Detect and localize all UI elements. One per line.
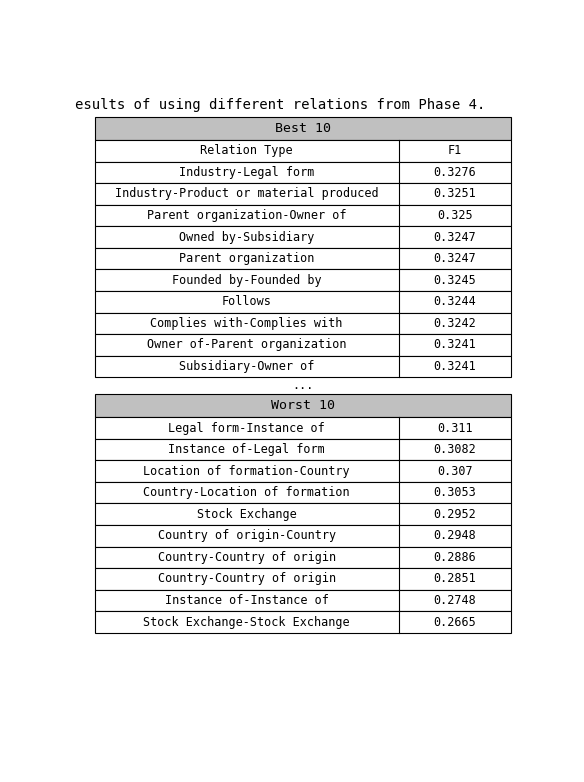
Text: 0.3053: 0.3053 — [433, 486, 476, 499]
Text: 0.3276: 0.3276 — [433, 166, 476, 179]
Bar — [95, 504, 511, 525]
Bar — [95, 140, 511, 162]
Bar — [95, 461, 511, 482]
Text: Complies with-Complies with: Complies with-Complies with — [151, 317, 343, 330]
Text: 0.3242: 0.3242 — [433, 317, 476, 330]
Text: Location of formation-Country: Location of formation-Country — [143, 465, 350, 478]
Text: 0.2948: 0.2948 — [433, 529, 476, 543]
Text: Industry-Legal form: Industry-Legal form — [179, 166, 314, 179]
Text: 0.2748: 0.2748 — [433, 594, 476, 607]
Bar — [95, 547, 511, 569]
Bar — [95, 612, 511, 633]
Text: 0.3247: 0.3247 — [433, 252, 476, 265]
Bar — [95, 291, 511, 313]
Text: Country of origin-Country: Country of origin-Country — [158, 529, 336, 543]
Bar — [95, 162, 511, 183]
Text: F1: F1 — [447, 145, 462, 157]
Text: Industry-Product or material produced: Industry-Product or material produced — [115, 188, 378, 200]
Text: Worst 10: Worst 10 — [271, 399, 335, 412]
Text: 0.311: 0.311 — [437, 421, 472, 435]
Text: Parent organization-Owner of: Parent organization-Owner of — [147, 209, 346, 222]
Text: 0.2665: 0.2665 — [433, 615, 476, 629]
Text: 0.2886: 0.2886 — [433, 551, 476, 564]
Bar — [95, 482, 511, 504]
Text: 0.3244: 0.3244 — [433, 296, 476, 308]
Bar — [95, 394, 511, 418]
Text: 0.3247: 0.3247 — [433, 231, 476, 243]
Text: esults of using different relations from Phase 4.: esults of using different relations from… — [75, 98, 485, 112]
Text: Relation Type: Relation Type — [200, 145, 293, 157]
Bar — [95, 313, 511, 334]
Text: Country-Country of origin: Country-Country of origin — [158, 551, 336, 564]
Bar — [95, 418, 511, 439]
Text: 0.3245: 0.3245 — [433, 274, 476, 287]
Bar — [95, 569, 511, 590]
Text: 0.3241: 0.3241 — [433, 360, 476, 373]
Text: Owned by-Subsidiary: Owned by-Subsidiary — [179, 231, 314, 243]
Text: Instance of-Instance of: Instance of-Instance of — [165, 594, 329, 607]
Text: Stock Exchange-Stock Exchange: Stock Exchange-Stock Exchange — [143, 615, 350, 629]
Text: 0.3251: 0.3251 — [433, 188, 476, 200]
Text: Best 10: Best 10 — [275, 122, 331, 135]
Bar — [95, 356, 511, 377]
Text: Country-Country of origin: Country-Country of origin — [158, 572, 336, 586]
Text: Owner of-Parent organization: Owner of-Parent organization — [147, 339, 346, 351]
Text: 0.3082: 0.3082 — [433, 443, 476, 456]
Text: Founded by-Founded by: Founded by-Founded by — [172, 274, 321, 287]
Bar — [95, 205, 511, 226]
Bar — [95, 117, 511, 140]
Bar — [95, 248, 511, 270]
Text: Stock Exchange: Stock Exchange — [197, 508, 297, 521]
Bar — [95, 334, 511, 356]
Text: 0.3241: 0.3241 — [433, 339, 476, 351]
Bar — [95, 226, 511, 248]
Text: Country-Location of formation: Country-Location of formation — [143, 486, 350, 499]
Text: Legal form-Instance of: Legal form-Instance of — [168, 421, 325, 435]
Text: 0.2851: 0.2851 — [433, 572, 476, 586]
Text: 0.325: 0.325 — [437, 209, 472, 222]
Bar — [95, 439, 511, 461]
Text: Parent organization: Parent organization — [179, 252, 314, 265]
Bar — [95, 590, 511, 612]
Text: Subsidiary-Owner of: Subsidiary-Owner of — [179, 360, 314, 373]
Text: Follows: Follows — [222, 296, 272, 308]
Text: Instance of-Legal form: Instance of-Legal form — [168, 443, 325, 456]
Bar — [95, 525, 511, 547]
Text: 0.307: 0.307 — [437, 465, 472, 478]
Text: ...: ... — [292, 379, 314, 392]
Text: 0.2952: 0.2952 — [433, 508, 476, 521]
Bar — [95, 183, 511, 205]
Bar — [95, 270, 511, 291]
